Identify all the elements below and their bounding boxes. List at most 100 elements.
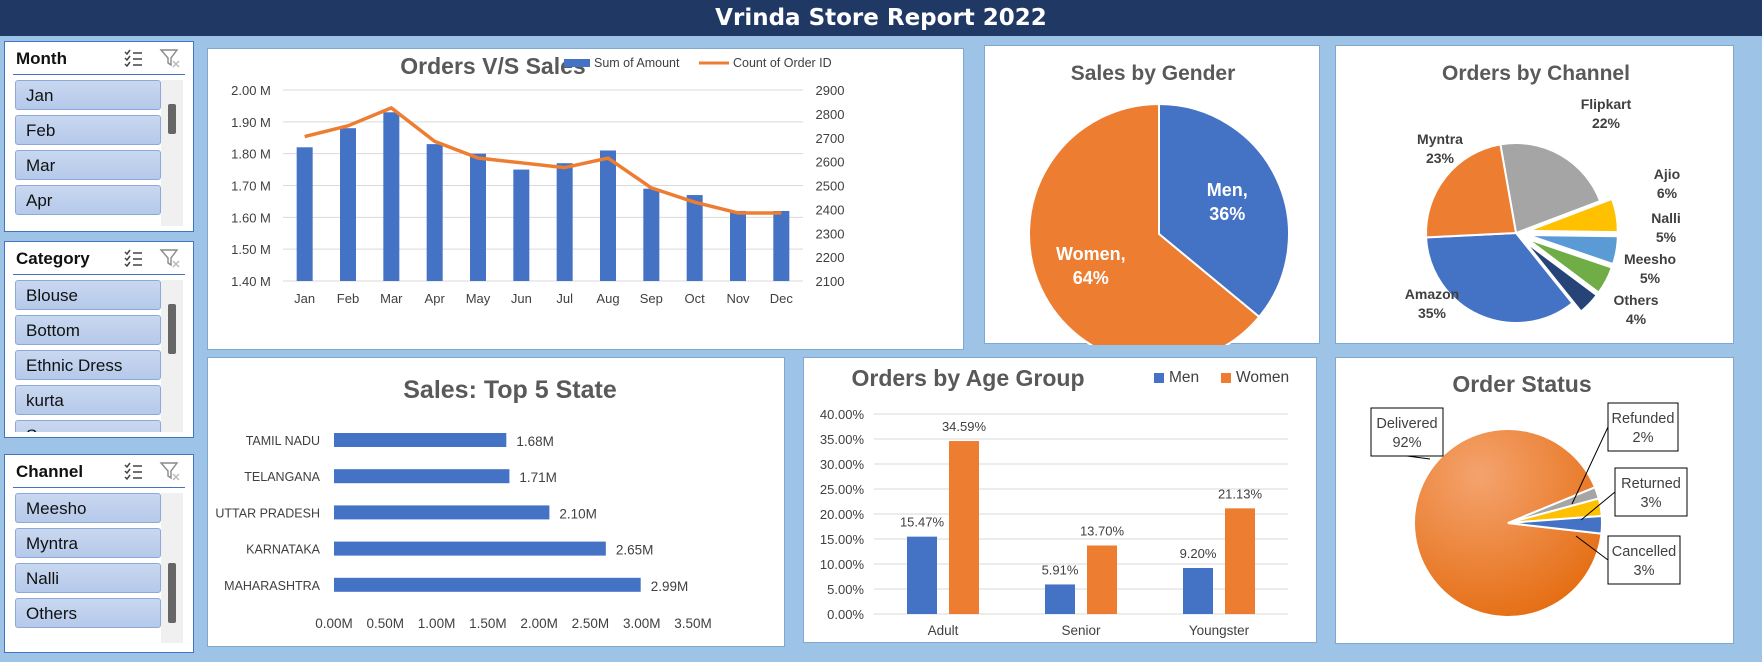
bar-men [907,536,937,614]
x-tick-label: Dec [770,291,794,306]
y2-tick-label: 2800 [816,107,845,122]
slicer-title: Channel [16,462,84,481]
data-label: Women, [1056,244,1126,264]
y-tick-label: 2.00 M [231,83,271,98]
bar-state [334,577,641,592]
slicer-title: Category [16,249,90,268]
data-label: Men, [1207,180,1248,200]
data-label: 2.10M [559,506,597,521]
slicer-item[interactable]: Feb [15,115,161,145]
slicer-channel: Channel Meesho Myntra Nalli Others [4,454,194,653]
chart-title: Order Status [1452,371,1591,397]
y-tick-label: 5.00% [827,582,864,597]
slicer-item[interactable]: Bottom [15,315,161,345]
slicer-scrollbar[interactable] [161,280,183,432]
legend-label: Women [1236,369,1289,386]
clear-filter-icon[interactable] [159,460,181,482]
data-label: 64% [1073,268,1109,288]
y-tick-label: 1.90 M [231,115,271,130]
slicer-header: Category [13,242,185,275]
slicer-scrollbar[interactable] [161,80,183,226]
data-label: 92% [1392,435,1421,451]
y2-tick-label: 2500 [816,179,845,194]
legend-swatch-sum-of-amount [564,59,590,67]
x-tick-label: Feb [337,291,359,306]
chart-title: Orders V/S Sales [400,53,585,79]
slicer-item[interactable]: Nalli [15,563,161,593]
clear-filter-icon[interactable] [159,247,181,269]
slice-men [1158,102,1290,319]
slice-others [1523,240,1599,313]
legend-swatch-men [1154,373,1164,383]
clear-filter-icon[interactable] [159,47,181,69]
chart-title: Orders by Channel [1442,62,1630,85]
callout-box [1614,467,1688,517]
legend-label: Men [1169,369,1199,386]
data-label: 5.91% [1042,562,1079,577]
slicer-scrollbar[interactable] [161,493,183,643]
y-tick-label: 15.00% [820,532,865,547]
multi-select-icon[interactable] [123,461,143,481]
x-tick-label: Jan [294,291,315,306]
y-tick-label: 1.60 M [231,210,271,225]
x-tick-label: May [466,291,491,306]
slicer-item[interactable]: Ethnic Dress [15,350,161,380]
bar-sum-of-amount [600,150,616,281]
legend-label: Count of Order ID [733,56,832,70]
data-label: 34.59% [942,419,987,434]
slicer-items: Meesho Myntra Nalli Others [15,493,161,639]
bar-sum-of-amount [556,163,573,281]
slicer-item[interactable]: Myntra [15,528,161,558]
bar-sum-of-amount [643,188,660,281]
x-tick-label: 1.00M [418,616,456,631]
chart-title: Sales by Gender [1071,62,1236,85]
slice-meesho [1526,237,1614,294]
multi-select-icon[interactable] [123,248,143,268]
data-label: 5% [1640,270,1661,286]
slicer-item[interactable]: Apr [15,185,161,215]
y-tick-label: UTTAR PRADESH [215,506,320,520]
x-tick-label: Youngster [1189,623,1250,638]
x-tick-label: Mar [380,291,403,306]
slicer-item[interactable]: Blouse [15,280,161,310]
panel-orders-by-channel: Orders by Channel Flipkart 22% Ajio 6% Nalli 5… [1335,45,1734,344]
bar-sum-of-amount [470,153,486,281]
bar-women [949,441,979,614]
panel-order-status: Order Status Delivered 92% Refunded 2% Return… [1335,357,1734,644]
callout-box [1607,402,1679,452]
data-label: Refunded [1612,411,1675,427]
data-label: 23% [1426,150,1455,166]
chart-orders-by-age-group: Orders by Age Group Men Women 0.00% 5.00% 10.… [820,365,1289,638]
chart-order-status: Order Status Delivered 92% Refunded 2% Return… [1370,371,1688,618]
slicer-item[interactable]: Meesho [15,493,161,523]
slicer-item[interactable]: Others [15,598,161,628]
y2-tick-label: 2600 [816,155,845,170]
y2-tick-label: 2300 [816,226,845,241]
slicer-month: Month Jan Feb Mar Apr [4,41,194,232]
slicer-item[interactable]: Jan [15,80,161,110]
multi-select-icon[interactable] [123,48,143,68]
bar-state [334,433,507,447]
bar-men [1045,584,1075,614]
slicer-item[interactable]: Mar [15,150,161,180]
y-tick-label: 35.00% [820,432,865,447]
x-tick-label: Aug [596,291,619,306]
bar-sum-of-amount [773,210,790,281]
bar-men [1183,568,1213,614]
data-label: Ajio [1654,166,1680,182]
panel-orders-by-age-group: Orders by Age Group Men Women 0.00% 5.00% 10.… [803,357,1317,643]
slicer-item[interactable]: kurta [15,385,161,415]
x-tick-label: 3.00M [623,616,661,631]
panel-top-5-state: Sales: Top 5 State 0.00M 0.50M 1.00M 1.50M 2.… [207,357,785,647]
y-tick-label: TAMIL NADU [246,434,320,448]
data-label: 22% [1592,115,1621,131]
bar-state [334,469,510,484]
data-label: 3% [1634,563,1655,579]
data-label: 2.99M [651,579,689,594]
y-tick-label: 40.00% [820,407,865,422]
y-tick-label: TELANGANA [244,470,320,484]
x-tick-label: Jun [511,291,532,306]
slicer-item[interactable]: Saree [15,420,161,432]
y-tick-label: 1.50 M [231,242,271,257]
data-label: 6% [1657,185,1678,201]
